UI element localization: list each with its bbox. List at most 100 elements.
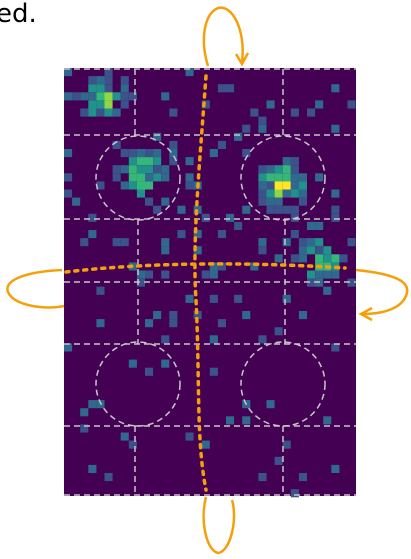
heatmap-cell — [347, 278, 356, 287]
heatmap-cell — [161, 238, 170, 247]
heatmap-cell — [274, 165, 283, 174]
heatmap-cell — [282, 181, 291, 190]
heatmap-cell — [209, 149, 218, 158]
heatmap-cell — [209, 367, 218, 376]
heatmap-cell — [185, 432, 194, 441]
heatmap-cell — [145, 157, 154, 166]
heatmap-cell — [201, 100, 210, 109]
arrow-right — [355, 268, 409, 316]
heatmap-cell — [323, 416, 332, 425]
heatmap-cell — [185, 68, 194, 77]
heatmap-cell — [120, 92, 129, 101]
heatmap-cell — [161, 92, 170, 101]
heatmap-cell — [136, 173, 145, 182]
heatmap-cell — [298, 238, 307, 247]
heatmap-cell — [80, 108, 89, 117]
heatmap-cell — [128, 157, 137, 166]
heatmap-cell — [96, 181, 105, 190]
heatmap-cell — [136, 149, 145, 158]
heatmap-cell — [104, 108, 113, 117]
heatmap-cell — [258, 181, 267, 190]
heatmap-cell — [266, 189, 275, 198]
heatmap-cell — [282, 294, 291, 303]
heatmap-cell — [128, 165, 137, 174]
heatmap-cell — [153, 173, 162, 182]
heatmap-cell — [258, 173, 267, 182]
region-circle — [95, 341, 181, 427]
heatmap-cell — [120, 432, 129, 441]
heatmap-cell — [193, 230, 202, 239]
heatmap-cell — [104, 76, 113, 85]
region-circle — [240, 135, 326, 221]
heatmap-cell — [274, 173, 283, 182]
heatmap-cell — [88, 76, 97, 85]
heatmap-cell — [339, 254, 348, 263]
heatmap-cell — [258, 335, 267, 344]
heatmap-cell — [209, 262, 218, 271]
heatmap-cell — [331, 254, 340, 263]
heatmap-cell — [226, 213, 235, 222]
heatmap-cells — [64, 68, 356, 498]
heatmap-cell — [128, 173, 137, 182]
heatmap-cell — [217, 140, 226, 149]
heatmap-cell — [128, 440, 137, 449]
heatmap-cell — [169, 157, 178, 166]
heatmap-cell — [282, 157, 291, 166]
heatmap-cell — [258, 197, 267, 206]
heatmap-cell — [128, 181, 137, 190]
heatmap-cell — [307, 221, 316, 230]
arrow-head — [358, 306, 373, 322]
heatmap-cell — [161, 197, 170, 206]
heatmap-cell — [161, 270, 170, 279]
heatmap-cell — [88, 100, 97, 109]
heatmap-cell — [145, 270, 154, 279]
heatmap-cell — [161, 173, 170, 182]
heatmap-cell — [177, 230, 186, 239]
heatmap-cell — [153, 205, 162, 214]
heatmap-cell — [185, 181, 194, 190]
heatmap-cell — [128, 92, 137, 101]
heatmap-cell — [209, 335, 218, 344]
heatmap-cell — [282, 205, 291, 214]
heatmap-cell — [331, 124, 340, 133]
heatmap-cell — [145, 367, 154, 376]
heatmap-cell — [307, 246, 316, 255]
heatmap-cell — [153, 132, 162, 141]
heatmap-cell — [234, 132, 243, 141]
heatmap-cell — [120, 181, 129, 190]
heatmap-cell — [290, 489, 299, 498]
heatmap-cell — [323, 254, 332, 263]
heatmap-cell — [64, 68, 73, 77]
heatmap-cell — [298, 173, 307, 182]
heatmap-cell — [88, 464, 97, 473]
heatmap-cell — [331, 84, 340, 93]
heatmap-cell — [120, 76, 129, 85]
heatmap-cell — [136, 278, 145, 287]
region-circle — [95, 135, 181, 221]
heatmap-cell — [112, 238, 121, 247]
heatmap-cell — [169, 311, 178, 320]
heatmap-cell — [169, 108, 178, 117]
heatmap-cell — [250, 262, 259, 271]
heatmap-cell — [315, 270, 324, 279]
heatmap-cell — [242, 124, 251, 133]
heatmap-cell — [193, 311, 202, 320]
axis-dotted — [64, 74, 347, 492]
heatmap-cell — [88, 92, 97, 101]
heatmap-cell — [323, 246, 332, 255]
heatmap-cell — [136, 165, 145, 174]
heatmap-cell — [112, 173, 121, 182]
heatmap-cell — [128, 149, 137, 158]
heatmap-cell — [64, 343, 73, 352]
heatmap-cell — [217, 230, 226, 239]
heatmap-cell — [282, 173, 291, 182]
heatmap-cell — [274, 189, 283, 198]
caption-fragment: ed. — [0, 0, 37, 29]
heatmap-cell — [347, 100, 356, 109]
heatmap-cell — [323, 270, 332, 279]
heatmap-cell — [242, 311, 251, 320]
heatmap-cell — [112, 140, 121, 149]
heatmap-cell — [226, 416, 235, 425]
